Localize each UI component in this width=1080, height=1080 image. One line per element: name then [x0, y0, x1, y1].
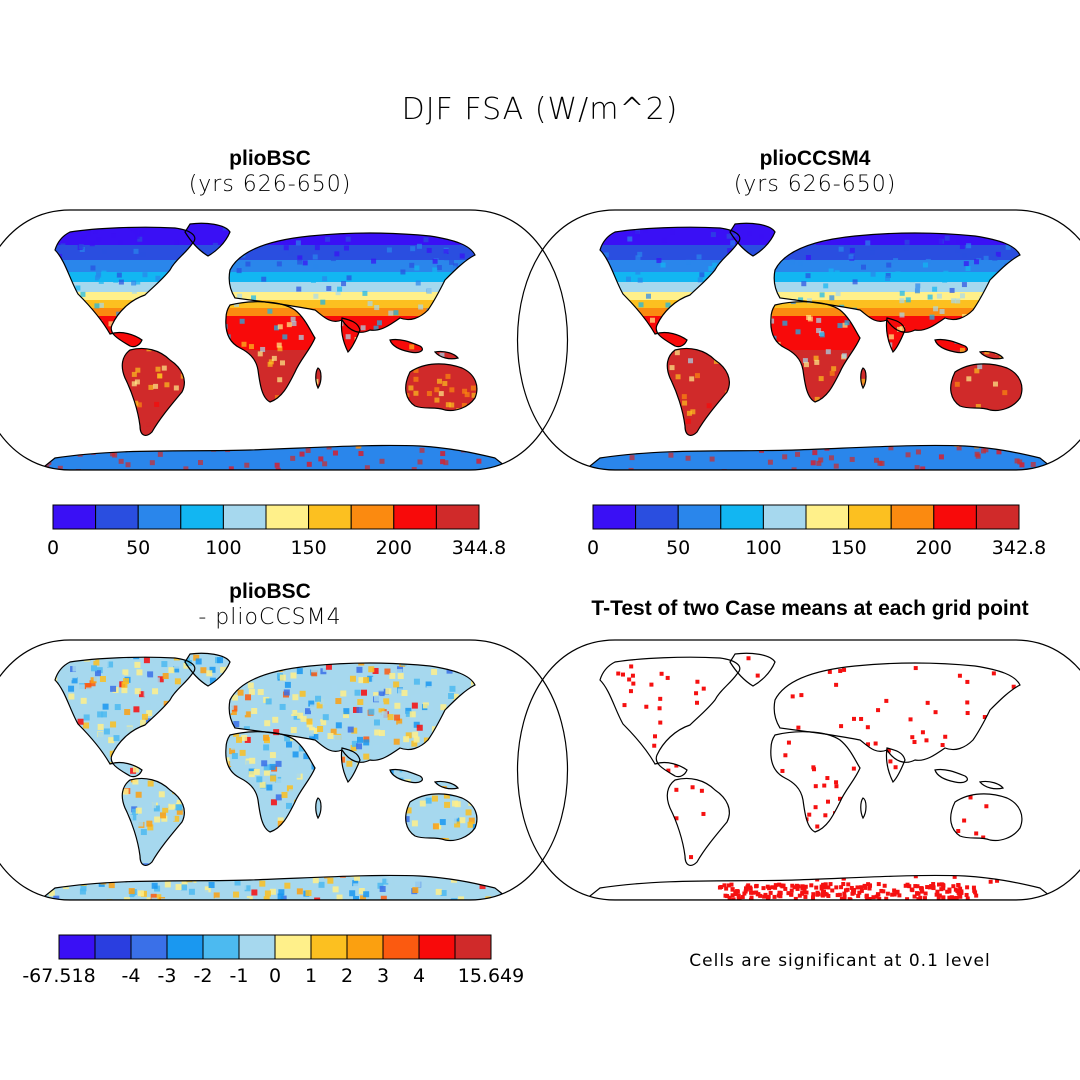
colorbar-swatch [635, 504, 679, 530]
colorbar-label: 344.8 [452, 537, 506, 559]
panel-1-title: plioBSC [229, 147, 311, 170]
colorbar-label: 342.8 [992, 537, 1046, 559]
colorbar-swatch [975, 504, 1020, 530]
significance-note: Cells are significant at 0.1 level [689, 951, 991, 971]
colorbar-label: 50 [666, 537, 690, 559]
colorbar-swatch [382, 934, 420, 960]
colorbar-swatch [308, 504, 352, 530]
colorbar-label: -2 [194, 965, 213, 987]
colorbar-label: 2 [341, 965, 353, 987]
colorbar-swatch [720, 504, 764, 530]
colorbar-label: 4 [413, 965, 425, 987]
colorbar-swatch [435, 504, 480, 530]
colorbar-label: 0 [47, 537, 59, 559]
colorbar-swatch [52, 504, 97, 530]
colorbar-swatch [393, 504, 437, 530]
colorbar-swatch [805, 504, 850, 530]
colorbar-swatch [274, 934, 312, 960]
colorbar-label: -3 [158, 965, 177, 987]
map-border [517, 209, 1080, 471]
colorbar-label: -4 [122, 965, 141, 987]
map-border [0, 209, 568, 471]
panel-2-title: plioCCSM4 [759, 147, 871, 170]
colorbar-label: 3 [377, 965, 389, 987]
colorbar-swatch [454, 934, 492, 960]
panel-2-subtitle: (yrs 626-650) [733, 172, 897, 197]
colorbar-1: 0 50 100 150 200 344.8 [47, 504, 506, 559]
colorbar-swatch [762, 504, 807, 530]
colorbar-swatch [180, 504, 224, 530]
colorbar-label: 1 [305, 965, 317, 987]
colorbar-label: 50 [126, 537, 150, 559]
colorbar-swatch [95, 504, 139, 530]
colorbar-swatch [238, 934, 276, 960]
panel-1-subtitle: (yrs 626-650) [188, 172, 352, 197]
colorbar-label: -1 [230, 965, 249, 987]
panel-4-title: T-Test of two Case means at each grid po… [591, 597, 1029, 620]
colorbar-label: 200 [376, 537, 412, 559]
colorbar-label: 100 [745, 537, 781, 559]
colorbar-swatch [418, 934, 456, 960]
colorbar-swatch [202, 934, 240, 960]
colorbar-label: 150 [830, 537, 866, 559]
colorbar-swatch [933, 504, 977, 530]
colorbar-label: -67.518 [22, 965, 95, 987]
colorbar-swatch [310, 934, 348, 960]
map-panel-2 [517, 209, 1080, 471]
figure-title: DJF FSA (W/m^2) [401, 92, 679, 127]
colorbar-swatch [346, 934, 384, 960]
colorbar-swatch [265, 504, 310, 530]
colorbar-swatch [592, 504, 637, 530]
colorbar-label: 100 [205, 537, 241, 559]
map-border [517, 639, 1080, 901]
colorbar-swatch [677, 504, 722, 530]
panel-3-title: plioBSC [229, 580, 311, 603]
map-border [0, 639, 568, 901]
colorbar-swatch [350, 504, 395, 530]
colorbar-swatch [166, 934, 204, 960]
colorbar-swatch [130, 934, 168, 960]
colorbar-swatch [94, 934, 132, 960]
colorbar-label: 150 [290, 537, 326, 559]
panel-3-subtitle: - plioCCSM4 [198, 605, 342, 630]
colorbar-label: 0 [269, 965, 281, 987]
map-panel-1 [0, 209, 568, 471]
colorbar-label: 0 [587, 537, 599, 559]
colorbar-label: 200 [916, 537, 952, 559]
colorbar-label: 15.649 [458, 965, 524, 987]
map-panel-4 [517, 639, 1080, 901]
colorbar-2: 0 50 100 150 200 342.8 [587, 504, 1046, 559]
colorbar-swatch [890, 504, 935, 530]
map-panel-3 [0, 639, 568, 901]
colorbar-swatch [848, 504, 892, 530]
colorbar-swatch [58, 934, 96, 960]
colorbar-swatch [137, 504, 182, 530]
colorbar-3: -67.518 -4 -3 -2 -1 0 1 2 3 4 15.649 [22, 934, 524, 987]
colorbar-swatch [222, 504, 267, 530]
